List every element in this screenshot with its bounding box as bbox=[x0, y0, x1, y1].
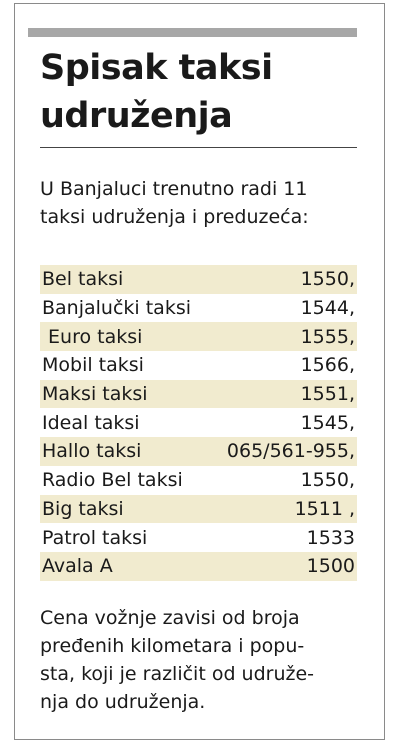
top-accent-bar bbox=[28, 28, 357, 37]
taxi-number: 1551, bbox=[300, 383, 355, 406]
article-title: Spisak taksi udruženja bbox=[40, 44, 360, 140]
taxi-name: Patrol taksi bbox=[42, 526, 148, 549]
taxi-row: Mobil taksi 1566, bbox=[40, 351, 357, 380]
taxi-number: 1545, bbox=[300, 411, 355, 434]
taxi-row: Euro taksi 1555, bbox=[40, 322, 357, 352]
taxi-row: Patrol taksi 1533 bbox=[40, 523, 357, 552]
taxi-row: Avala A 1500 bbox=[40, 551, 357, 581]
taxi-number: 1555, bbox=[300, 325, 355, 348]
taxi-number: 1511 , bbox=[294, 497, 355, 520]
taxi-name: Big taksi bbox=[42, 497, 124, 520]
taxi-name: Banjalučki taksi bbox=[42, 297, 192, 320]
taxi-list: Bel taksi 1550, Banjalučki taksi 1544, E… bbox=[40, 265, 357, 581]
taxi-row: Radio Bel taksi 1550, bbox=[40, 466, 357, 495]
taxi-name: Ideal taksi bbox=[42, 411, 140, 434]
taxi-row: Big taksi 1511 , bbox=[40, 494, 357, 524]
intro-line: U Banjaluci trenutno radi 11 bbox=[40, 178, 308, 200]
footer-text: Cena vožnje zavisi od broja pređenih kil… bbox=[40, 604, 360, 716]
footer-line: pređenih kilometara i popu- bbox=[40, 635, 305, 657]
taxi-row: Hallo taksi 065/561-955, bbox=[40, 437, 357, 466]
taxi-row: Bel taksi 1550, bbox=[40, 265, 357, 294]
taxi-number: 065/561-955, bbox=[226, 440, 355, 463]
footer-line: sta, koji je različit od udruže- bbox=[40, 663, 315, 685]
taxi-number: 1533 bbox=[306, 526, 355, 549]
taxi-name: Mobil taksi bbox=[42, 354, 144, 377]
taxi-row: Banjalučki taksi 1544, bbox=[40, 294, 357, 323]
article-card bbox=[14, 3, 385, 740]
taxi-number: 1550, bbox=[300, 469, 355, 492]
title-line: Spisak taksi bbox=[40, 48, 273, 88]
taxi-name: Avala A bbox=[42, 555, 113, 578]
taxi-row: Maksi taksi 1551, bbox=[40, 379, 357, 409]
taxi-number: 1566, bbox=[300, 354, 355, 377]
taxi-name: Radio Bel taksi bbox=[42, 469, 183, 492]
taxi-number: 1544, bbox=[300, 297, 355, 320]
taxi-name: Bel taksi bbox=[42, 268, 124, 291]
taxi-row: Ideal taksi 1545, bbox=[40, 408, 357, 437]
footer-line: Cena vožnje zavisi od broja bbox=[40, 607, 300, 629]
footer-line: nja do udruženja. bbox=[40, 691, 206, 713]
intro-text: U Banjaluci trenutno radi 11 taksi udruž… bbox=[40, 175, 360, 231]
intro-line: taksi udruženja i preduzeća: bbox=[40, 206, 309, 228]
taxi-name: Maksi taksi bbox=[42, 383, 148, 406]
taxi-name: Hallo taksi bbox=[42, 440, 142, 463]
title-divider bbox=[40, 147, 357, 148]
taxi-number: 1550, bbox=[300, 268, 355, 291]
title-line: udruženja bbox=[40, 96, 233, 136]
taxi-name: Euro taksi bbox=[42, 325, 143, 348]
taxi-number: 1500 bbox=[306, 555, 355, 578]
